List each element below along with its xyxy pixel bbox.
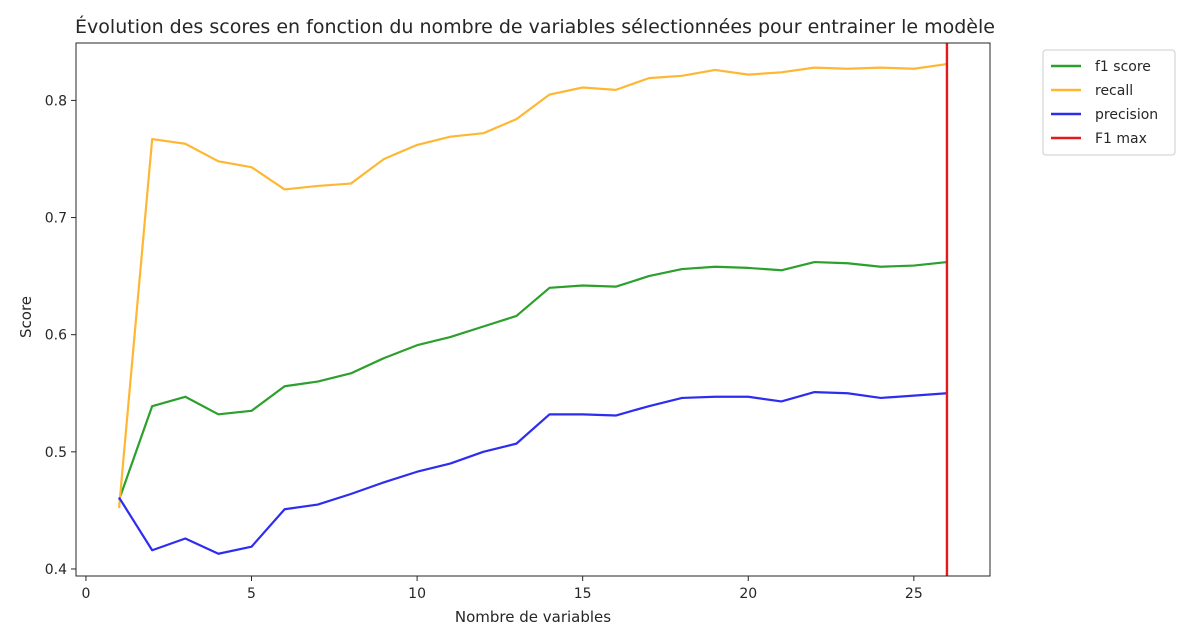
series-line-recall [117,63,948,509]
y-axis-label: Score [17,296,35,338]
plot-frame [75,42,991,577]
y-tick-label: 0.6 [45,328,67,344]
plot-area: 0 5 10 15 20 25 0.4 0.5 0.6 0.7 0.8 [45,42,991,602]
x-tick-label: 10 [408,586,426,602]
x-tick-label: 5 [247,586,256,602]
y-tick-label: 0.4 [45,562,67,578]
y-tick-label: 0.7 [45,211,67,227]
legend-label-recall: recall [1095,83,1133,99]
legend-box [1042,49,1176,156]
x-tick-label: 25 [905,586,923,602]
legend: f1 score recall precision F1 max [1042,49,1176,156]
series-line-f1-score [118,260,948,501]
x-tick-label: 15 [574,586,592,602]
legend-label-f1-score: f1 score [1095,59,1151,75]
legend-label-precision: precision [1095,107,1158,123]
y-tick-label: 0.8 [45,93,67,109]
x-axis-label: Nombre de variables [455,608,611,626]
y-tick-label: 0.5 [45,445,67,461]
legend-label-f1-max: F1 max [1095,131,1147,147]
chart-title: Évolution des scores en fonction du nomb… [75,15,995,38]
series-line-precision [118,390,948,555]
x-tick-label: 20 [739,586,757,602]
x-tick-label: 0 [81,586,90,602]
